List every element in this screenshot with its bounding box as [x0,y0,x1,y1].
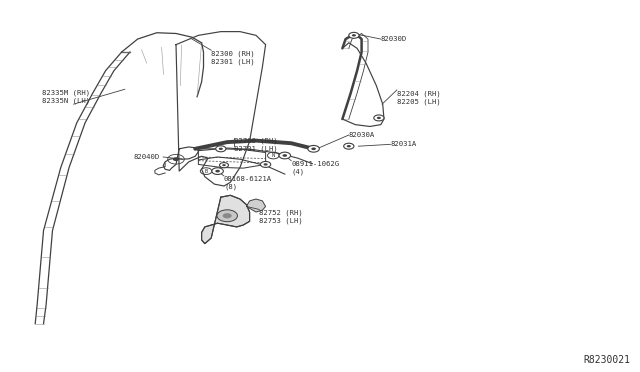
Text: 82700 (RH)
82701 (LH): 82700 (RH) 82701 (LH) [234,138,277,152]
Text: N: N [272,153,275,158]
Circle shape [220,163,228,168]
Circle shape [200,168,212,174]
Circle shape [260,161,271,167]
Circle shape [349,32,359,38]
Text: 82752 (RH)
82753 (LH): 82752 (RH) 82753 (LH) [259,209,303,224]
Text: 08911-1062G
(4): 08911-1062G (4) [291,161,339,175]
Circle shape [222,164,226,166]
Circle shape [264,163,268,166]
Polygon shape [202,195,250,244]
Circle shape [311,147,316,150]
Text: 08168-6121A
(8): 08168-6121A (8) [224,176,272,190]
Circle shape [352,34,356,36]
Circle shape [279,152,291,159]
Circle shape [374,115,384,121]
Text: 82030D: 82030D [381,36,407,42]
Text: B: B [205,169,207,174]
Polygon shape [246,199,266,212]
Text: 82300 (RH)
82301 (LH): 82300 (RH) 82301 (LH) [211,50,255,65]
Circle shape [223,213,232,218]
Circle shape [173,157,179,161]
Text: 82040D: 82040D [134,154,160,160]
Circle shape [282,154,287,157]
Circle shape [344,143,354,149]
Circle shape [347,145,351,147]
Text: 82031A: 82031A [390,141,417,147]
Circle shape [217,210,237,222]
Circle shape [219,148,223,150]
Circle shape [212,168,223,174]
Circle shape [377,117,381,119]
Circle shape [215,170,220,173]
Text: 82030A: 82030A [349,132,375,138]
Circle shape [308,145,319,152]
Circle shape [216,146,226,152]
Circle shape [268,152,279,159]
Text: R8230021: R8230021 [584,355,630,365]
Text: 82335M (RH)
82335N (LH): 82335M (RH) 82335N (LH) [42,89,90,104]
Text: 82204 (RH)
82205 (LH): 82204 (RH) 82205 (LH) [397,90,440,105]
